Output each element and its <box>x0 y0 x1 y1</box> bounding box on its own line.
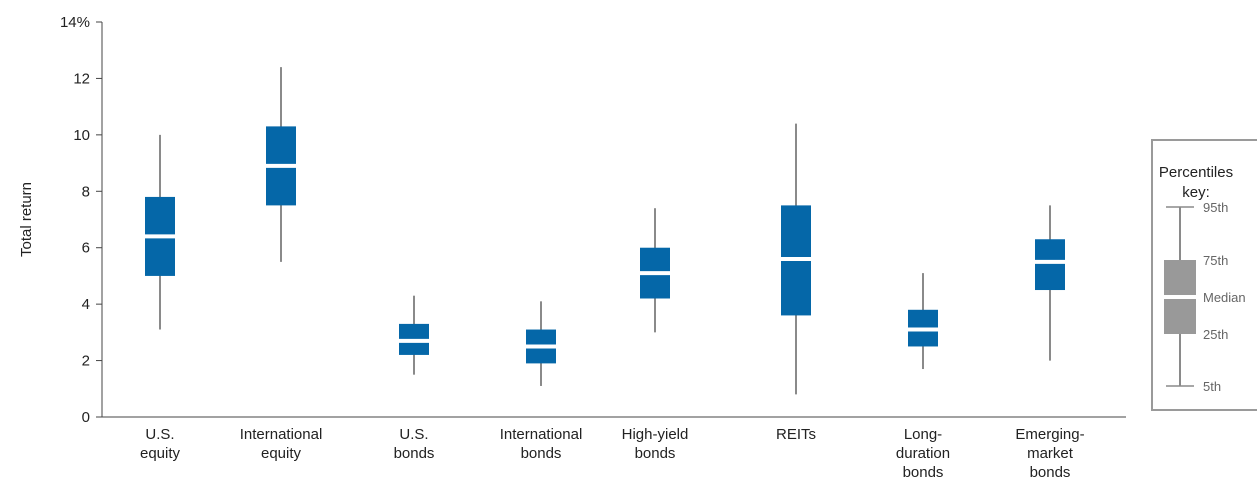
x-category-label: bonds <box>903 464 944 481</box>
x-category-label: International <box>240 426 323 443</box>
legend-label-p75: 75th <box>1203 253 1228 268</box>
y-tick-label: 4 <box>82 296 90 313</box>
x-category-label: market <box>1027 445 1074 462</box>
y-tick-label: 14% <box>60 14 90 31</box>
x-category-label: Emerging- <box>1015 426 1084 443</box>
x-category-label: High-yield <box>622 426 689 443</box>
legend-box <box>1151 139 1257 411</box>
box <box>1035 239 1065 291</box>
x-category-label: bonds <box>635 445 676 462</box>
y-tick-label: 6 <box>82 240 90 257</box>
legend-label-p5: 5th <box>1203 379 1221 394</box>
x-category-label: bonds <box>1030 464 1071 481</box>
x-category-label: REITs <box>776 426 816 443</box>
legend-label-p95: 95th <box>1203 200 1228 215</box>
legend-title: Percentiles <box>1159 164 1233 181</box>
legend-label-median: Median <box>1203 290 1246 305</box>
y-tick-label: 8 <box>82 183 90 200</box>
legend-title: key: <box>1182 184 1210 201</box>
y-axis-label: Total return <box>18 182 35 257</box>
legend-label-p25: 25th <box>1203 327 1228 342</box>
y-tick-label: 0 <box>82 409 90 426</box>
y-tick-label: 12 <box>73 70 90 87</box>
x-category-label: bonds <box>394 445 435 462</box>
x-category-label: Long- <box>904 426 942 443</box>
x-category-label: bonds <box>521 445 562 462</box>
y-tick-label: 2 <box>82 353 90 370</box>
x-category-label: U.S. <box>145 426 174 443</box>
x-category-label: equity <box>261 445 302 462</box>
x-category-label: equity <box>140 445 181 462</box>
x-category-label: International <box>500 426 583 443</box>
y-tick-label: 10 <box>73 127 90 144</box>
x-category-label: duration <box>896 445 950 462</box>
x-category-label: U.S. <box>399 426 428 443</box>
